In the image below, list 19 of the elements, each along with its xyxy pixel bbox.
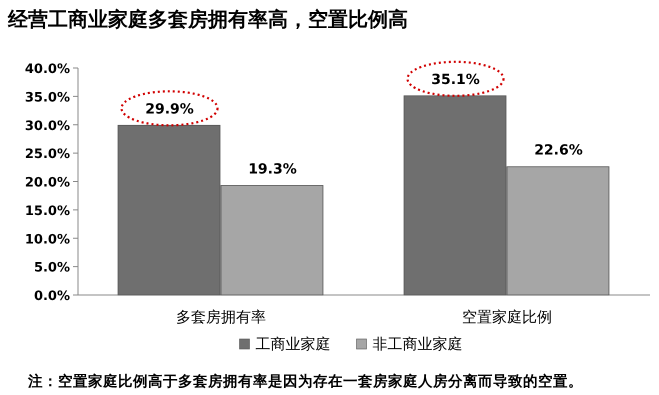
text: 注：空置家庭比例高于多套房拥有率是因为存在一套房家庭人房分离而导致的空置。 (27, 372, 583, 390)
y-tick-label: 5.0% (34, 260, 70, 276)
data-label: 29.9% (145, 101, 194, 118)
y-tick-label: 35.0% (24, 90, 70, 106)
data-label: 19.3% (248, 161, 297, 178)
data-label: 35.1% (431, 72, 480, 88)
chart-title: 经营工商业家庭多套房拥有率高，空置比例高 (7, 7, 408, 31)
y-tick-label: 25.0% (24, 147, 70, 162)
y-tick-label: 30.0% (24, 118, 70, 134)
legend-label: 工商业家庭 (256, 335, 330, 353)
y-tick-label: 10.0% (24, 232, 70, 248)
x-tick-label: 空置家庭比例 (462, 308, 552, 326)
data-label: 22.6% (534, 142, 583, 159)
y-tick-label: 15.0% (24, 204, 70, 219)
y-tick-label: 40.0% (24, 62, 70, 77)
x-tick-label: 多套房拥有率 (176, 308, 266, 326)
y-tick-label: 20.0% (24, 176, 70, 190)
legend-label: 非工商业家庭 (372, 335, 462, 353)
y-tick-label: 0.0% (34, 289, 70, 304)
